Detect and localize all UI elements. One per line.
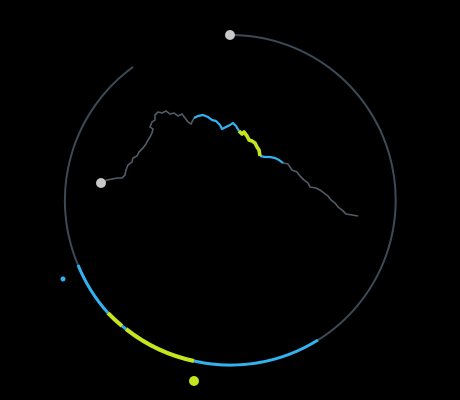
- route-profile-line: [100, 110, 195, 184]
- ring-segment-blue-tiny: [121, 324, 127, 331]
- ring-segment-blue-lower: [76, 264, 110, 315]
- ring-segment-green-long: [124, 327, 195, 363]
- profile-segment-blue-2: [259, 154, 284, 164]
- green-position-marker: [189, 376, 199, 386]
- blue-legend-dot: [60, 276, 66, 282]
- route-profile-line-right: [282, 162, 359, 217]
- profile-start-marker: [96, 178, 106, 188]
- profile-segment-blue: [193, 113, 240, 132]
- ring-track-right: [229, 33, 397, 341]
- ring-segment-green-short: [106, 311, 124, 328]
- ring-segment-blue-bottom: [193, 338, 319, 367]
- ring-track-left: [63, 66, 134, 266]
- profile-segment-green: [237, 129, 262, 157]
- start-marker: [225, 30, 235, 40]
